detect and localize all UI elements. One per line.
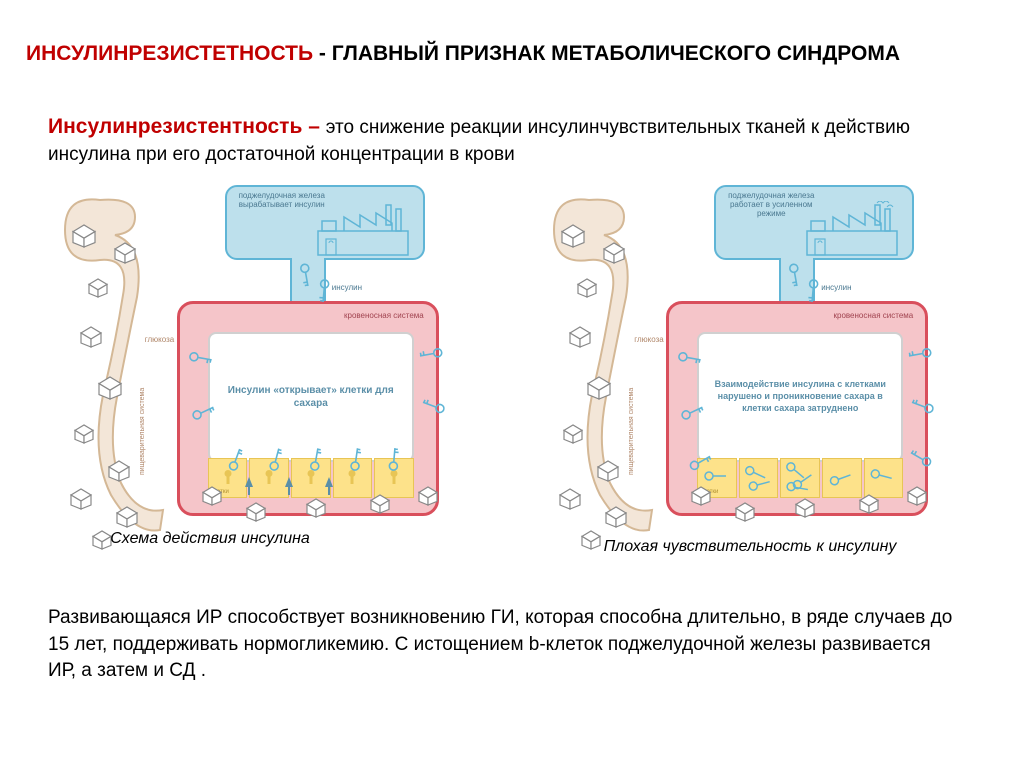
glucose-cube-icon bbox=[596, 459, 616, 479]
pancreas-label: поджелудочная железа вырабатывает инсули… bbox=[237, 192, 327, 210]
glucose-cube-icon bbox=[73, 423, 93, 443]
pancreas-label: поджелудочная железа работает в усиленно… bbox=[726, 192, 816, 218]
glucose-cube-icon bbox=[602, 241, 622, 261]
diagram-resistance: глюкоза пищеварительная система поджелуд… bbox=[534, 185, 974, 555]
glucose-cube-icon bbox=[558, 487, 578, 507]
glucose-cube-icon bbox=[417, 485, 437, 505]
glucose-cube-icon bbox=[71, 223, 91, 243]
glucose-cube-icon bbox=[562, 423, 582, 443]
blocked-key-icon bbox=[827, 467, 856, 489]
page-title: ИНСУЛИНРЕЗИСТЕТНОСТЬ - ГЛАВНЫЙ ПРИЗНАК М… bbox=[26, 42, 993, 66]
definition-term: Инсулинрезистентность – bbox=[48, 115, 326, 138]
insulin-label: инсулин bbox=[821, 283, 851, 292]
glucose-cube-icon bbox=[690, 485, 710, 505]
insulin-key-icon bbox=[418, 347, 444, 363]
caption-right: Плохая чувствительность к инсулину bbox=[510, 538, 990, 556]
blocked-key-icon bbox=[868, 466, 897, 486]
glucose-label: глюкоза bbox=[145, 335, 174, 344]
glucose-cube-icon bbox=[69, 487, 89, 507]
diagrams-row: глюкоза пищеварительная система поджелуд… bbox=[20, 185, 999, 555]
insulin-key-icon bbox=[318, 279, 332, 304]
inner-caption: Инсулин «открывает» клетки для сахара bbox=[208, 332, 414, 462]
glucose-cube-icon bbox=[201, 485, 221, 505]
glucose-cube-icon bbox=[369, 493, 389, 513]
glucose-cube-icon bbox=[858, 493, 878, 513]
definition-text: Инсулинрезистентность – это снижение реа… bbox=[48, 112, 959, 168]
pancreas-box: поджелудочная железа вырабатывает инсули… bbox=[225, 185, 425, 260]
bottom-paragraph: Развивающаяся ИР способствует возникнове… bbox=[48, 605, 959, 685]
diagram-normal: глюкоза пищеварительная система поджелуд… bbox=[45, 185, 485, 555]
glucose-label: глюкоза bbox=[634, 335, 663, 344]
insulin-key-icon bbox=[386, 447, 400, 472]
arrow-stem bbox=[248, 485, 250, 495]
title-rest: - ГЛАВНЫЙ ПРИЗНАК МЕТАБОЛИЧЕСКОГО СИНДРО… bbox=[313, 42, 900, 65]
arrow-stem bbox=[328, 485, 330, 495]
arrow-stem bbox=[288, 485, 290, 495]
blood-label: кровеносная система bbox=[834, 311, 914, 320]
glucose-cube-icon bbox=[604, 505, 624, 525]
cells-row: клетки bbox=[697, 458, 903, 498]
cell bbox=[822, 458, 862, 498]
glucose-cube-icon bbox=[87, 277, 107, 297]
glucose-cube-icon bbox=[568, 325, 588, 345]
insulin-key-icon bbox=[907, 347, 933, 363]
factory-icon bbox=[316, 201, 411, 256]
caption-left: Схема действия инсулина bbox=[0, 530, 450, 548]
title-term: ИНСУЛИНРЕЗИСТЕТНОСТЬ bbox=[26, 42, 313, 65]
glucose-cube-icon bbox=[245, 501, 265, 521]
keyhole-icon bbox=[224, 470, 231, 477]
blood-label: кровеносная система bbox=[344, 311, 424, 320]
pancreas-box: поджелудочная железа работает в усиленно… bbox=[714, 185, 914, 260]
digest-label: пищеварительная система bbox=[139, 388, 146, 475]
glucose-cube-icon bbox=[906, 485, 926, 505]
glucose-cube-icon bbox=[107, 459, 127, 479]
glucose-cube-icon bbox=[115, 505, 135, 525]
cell bbox=[864, 458, 904, 498]
glucose-cube-icon bbox=[734, 501, 754, 521]
cell bbox=[739, 458, 779, 498]
blocked-key-icon bbox=[704, 469, 730, 483]
insulin-key-icon bbox=[807, 279, 821, 304]
digest-label: пищеварительная система bbox=[628, 388, 635, 475]
factory-icon bbox=[805, 201, 900, 256]
glucose-cube-icon bbox=[560, 223, 580, 243]
insulin-label: инсулин bbox=[332, 283, 362, 292]
glucose-cube-icon bbox=[79, 325, 99, 345]
glucose-cube-icon bbox=[113, 241, 133, 261]
glucose-cube-icon bbox=[305, 497, 325, 517]
glucose-cube-icon bbox=[586, 375, 606, 395]
glucose-cube-icon bbox=[97, 375, 117, 395]
glucose-cube-icon bbox=[576, 277, 596, 297]
cell bbox=[780, 458, 820, 498]
glucose-cube-icon bbox=[794, 497, 814, 517]
inner-caption: Взаимодействие инсулина с клетками наруш… bbox=[697, 332, 903, 462]
insulin-key-icon bbox=[347, 446, 362, 471]
